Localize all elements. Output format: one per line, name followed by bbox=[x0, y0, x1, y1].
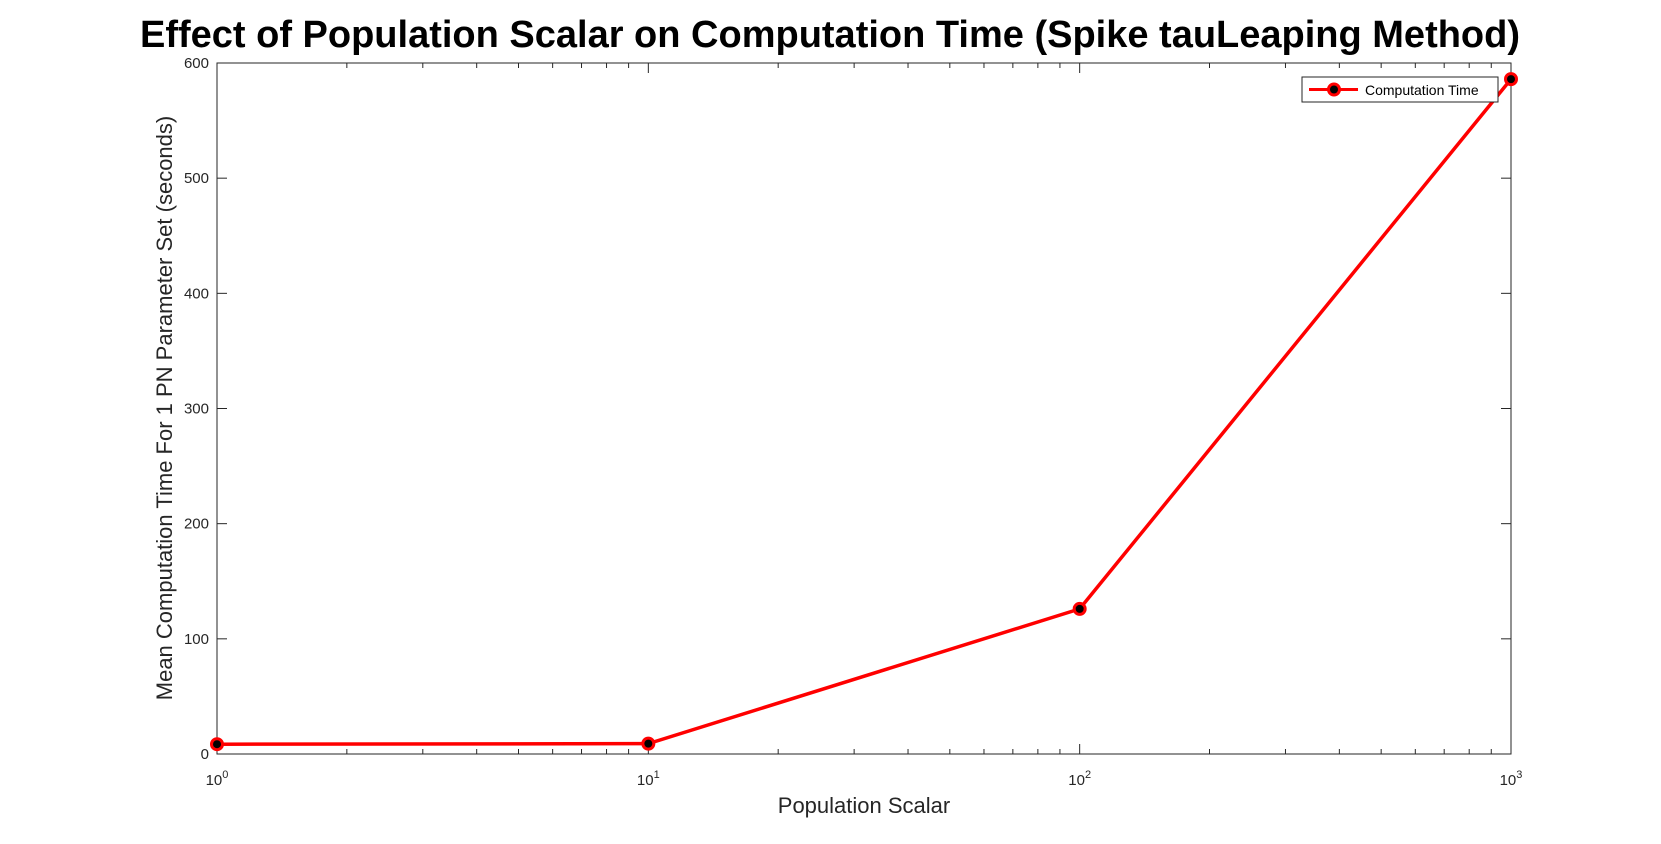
x-tick-label-base: 10 bbox=[1500, 772, 1517, 789]
x-tick-label-base: 10 bbox=[637, 772, 654, 789]
x-axis-title: Population Scalar bbox=[778, 793, 950, 818]
y-axis-title: Mean Computation Time For 1 PN Parameter… bbox=[152, 116, 177, 700]
y-tick-label: 500 bbox=[184, 170, 209, 187]
x-tick-label-base: 10 bbox=[1068, 772, 1085, 789]
x-tick-label: 101 bbox=[637, 769, 660, 789]
y-tick-label: 600 bbox=[184, 55, 209, 72]
x-tick-label: 100 bbox=[206, 769, 229, 789]
x-tick-label: 102 bbox=[1068, 769, 1091, 789]
plot-area-frame bbox=[216, 62, 1512, 755]
legend: Computation Time bbox=[1301, 76, 1499, 103]
series-line bbox=[216, 78, 1513, 746]
data-point-marker bbox=[641, 736, 656, 751]
chart-title: Effect of Population Scalar on Computati… bbox=[140, 14, 1520, 56]
y-tick-label: 400 bbox=[184, 285, 209, 302]
data-point-marker bbox=[210, 737, 224, 752]
axis-ticks bbox=[216, 62, 1511, 755]
x-tick-label-exponent: 0 bbox=[222, 769, 228, 781]
y-tick-label: 200 bbox=[184, 516, 209, 533]
y-tick-label: 0 bbox=[201, 746, 209, 763]
y-tick-label: 300 bbox=[184, 401, 209, 418]
x-tick-label: 103 bbox=[1500, 769, 1523, 789]
legend-marker-swatch bbox=[1327, 82, 1341, 97]
data-point-marker bbox=[1504, 72, 1518, 87]
x-tick-label-exponent: 1 bbox=[654, 769, 660, 781]
x-tick-label-base: 10 bbox=[206, 772, 223, 789]
data-point-marker bbox=[1072, 601, 1087, 616]
legend-box bbox=[1301, 76, 1499, 103]
y-tick-label: 100 bbox=[184, 631, 209, 648]
x-tick-label-exponent: 3 bbox=[1516, 769, 1522, 781]
x-tick-label-exponent: 2 bbox=[1085, 769, 1091, 781]
legend-label: Computation Time bbox=[1365, 82, 1479, 98]
series-layer bbox=[210, 72, 1518, 752]
